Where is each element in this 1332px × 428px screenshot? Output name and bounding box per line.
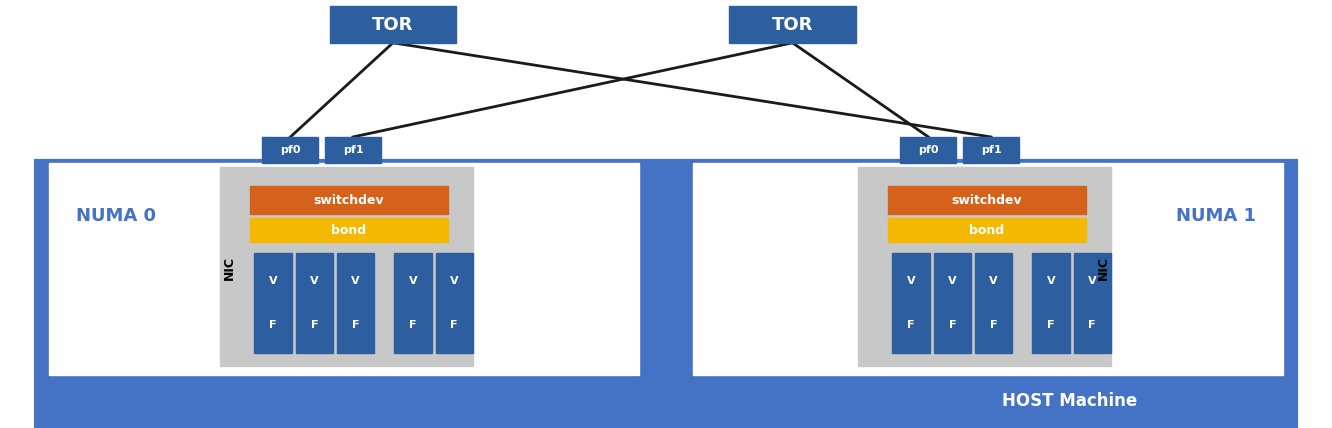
Text: V: V	[948, 276, 956, 285]
Text: HOST Machine: HOST Machine	[1002, 392, 1136, 410]
Text: V: V	[450, 276, 458, 285]
Bar	[296, 253, 333, 353]
Text: pf0: pf0	[918, 145, 939, 155]
Bar	[888, 186, 1086, 214]
Bar	[888, 218, 1086, 242]
Text: NIC: NIC	[1096, 256, 1110, 279]
Text: NUMA 0: NUMA 0	[76, 207, 156, 225]
Bar	[730, 6, 855, 43]
Text: V: V	[907, 276, 915, 285]
Bar	[36, 377, 1296, 426]
Bar	[963, 137, 1019, 163]
Text: F: F	[269, 320, 277, 330]
Bar	[49, 163, 639, 374]
Bar	[325, 137, 381, 163]
Text: F: F	[352, 320, 360, 330]
Text: F: F	[1088, 320, 1096, 330]
Bar	[436, 253, 473, 353]
Bar	[892, 253, 930, 353]
Text: V: V	[1047, 276, 1055, 285]
Text: TOR: TOR	[372, 15, 414, 34]
Text: TOR: TOR	[771, 15, 814, 34]
Text: F: F	[1047, 320, 1055, 330]
Text: V: V	[990, 276, 998, 285]
Text: pf1: pf1	[342, 145, 364, 155]
Bar	[250, 218, 448, 242]
Text: bond: bond	[970, 223, 1004, 237]
Text: NUMA 1: NUMA 1	[1176, 207, 1256, 225]
Bar	[250, 186, 448, 214]
Text: switchdev: switchdev	[951, 193, 1023, 207]
Text: pf1: pf1	[980, 145, 1002, 155]
Text: F: F	[990, 320, 998, 330]
Text: F: F	[907, 320, 915, 330]
Bar	[254, 253, 292, 353]
Text: V: V	[1088, 276, 1096, 285]
Text: V: V	[409, 276, 417, 285]
Text: F: F	[409, 320, 417, 330]
Bar	[693, 163, 1283, 374]
Bar	[858, 167, 1111, 366]
Text: bond: bond	[332, 223, 366, 237]
Bar	[262, 137, 318, 163]
Text: F: F	[310, 320, 318, 330]
Text: V: V	[269, 276, 277, 285]
Text: pf0: pf0	[280, 145, 301, 155]
Bar	[900, 137, 956, 163]
Text: NIC: NIC	[222, 256, 236, 279]
Text: V: V	[310, 276, 318, 285]
Bar	[394, 253, 432, 353]
Bar	[975, 253, 1012, 353]
Bar	[1032, 253, 1070, 353]
Text: switchdev: switchdev	[313, 193, 385, 207]
Bar	[337, 253, 374, 353]
Bar	[220, 167, 473, 366]
Bar	[1074, 253, 1111, 353]
Bar	[36, 160, 1296, 426]
Text: V: V	[352, 276, 360, 285]
Text: F: F	[948, 320, 956, 330]
Text: F: F	[450, 320, 458, 330]
Bar	[330, 6, 456, 43]
Bar	[934, 253, 971, 353]
